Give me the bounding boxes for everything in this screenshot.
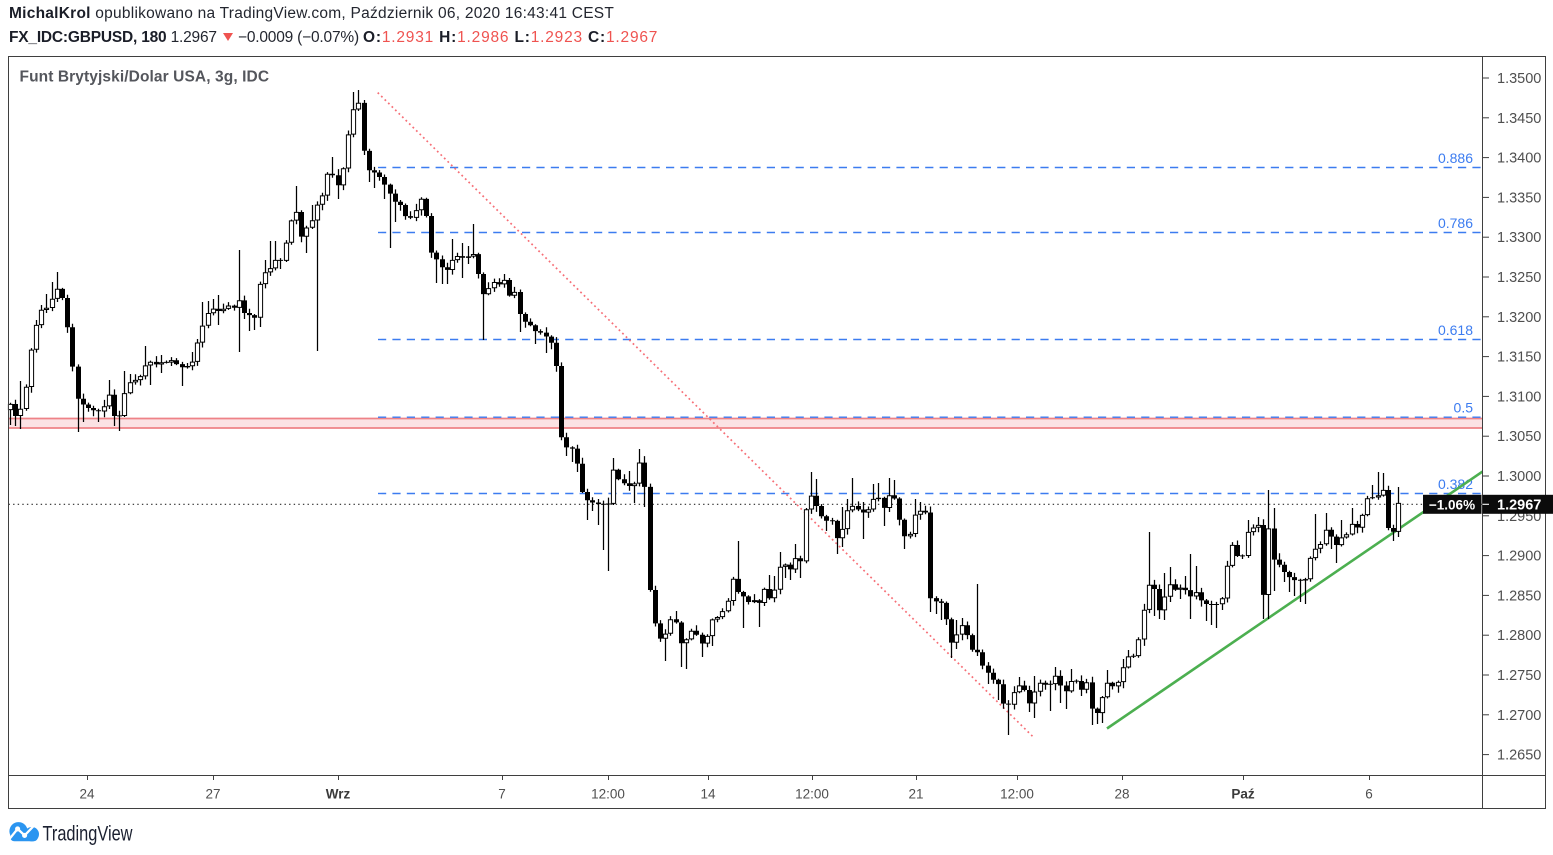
svg-text:Paź: Paź	[1231, 787, 1255, 802]
svg-text:1.3000: 1.3000	[1497, 469, 1541, 485]
svg-text:1.2967: 1.2967	[1497, 497, 1541, 513]
svg-text:1.3300: 1.3300	[1497, 230, 1541, 246]
svg-text:0.5: 0.5	[1454, 400, 1474, 416]
svg-text:1.3250: 1.3250	[1497, 270, 1541, 286]
svg-text:12:00: 12:00	[1000, 787, 1034, 802]
svg-text:1.3350: 1.3350	[1497, 190, 1541, 206]
svg-text:1.2800: 1.2800	[1497, 628, 1541, 644]
svg-text:1.2700: 1.2700	[1497, 708, 1541, 724]
svg-text:TradingView: TradingView	[43, 822, 133, 846]
svg-text:27: 27	[205, 787, 220, 802]
svg-text:21: 21	[908, 787, 923, 802]
svg-text:1.2850: 1.2850	[1497, 588, 1541, 604]
svg-text:12:00: 12:00	[591, 787, 625, 802]
svg-text:1.2750: 1.2750	[1497, 668, 1541, 684]
svg-text:Wrz: Wrz	[326, 787, 351, 802]
svg-text:1.3500: 1.3500	[1497, 71, 1541, 87]
svg-text:0.382: 0.382	[1438, 476, 1473, 492]
svg-text:7: 7	[498, 787, 506, 802]
svg-text:12:00: 12:00	[795, 787, 829, 802]
svg-text:0.786: 0.786	[1438, 215, 1473, 231]
svg-text:1.3050: 1.3050	[1497, 429, 1541, 445]
svg-text:1.2900: 1.2900	[1497, 549, 1541, 565]
svg-text:1.2650: 1.2650	[1497, 748, 1541, 764]
svg-text:0.886: 0.886	[1438, 150, 1473, 166]
svg-text:0.618: 0.618	[1438, 322, 1473, 338]
svg-text:1.3400: 1.3400	[1497, 151, 1541, 167]
svg-text:28: 28	[1114, 787, 1129, 802]
svg-text:24: 24	[79, 787, 95, 802]
svg-text:6: 6	[1365, 787, 1373, 802]
svg-text:Funt Brytyjski/Dolar USA, 3g,: Funt Brytyjski/Dolar USA, 3g, IDC	[20, 69, 270, 86]
svg-text:−1.06%: −1.06%	[1429, 497, 1475, 512]
svg-text:1.3450: 1.3450	[1497, 111, 1541, 127]
svg-text:1.3100: 1.3100	[1497, 389, 1541, 405]
svg-text:1.3200: 1.3200	[1497, 310, 1541, 326]
svg-text:1.3150: 1.3150	[1497, 350, 1541, 366]
svg-text:14: 14	[700, 787, 716, 802]
